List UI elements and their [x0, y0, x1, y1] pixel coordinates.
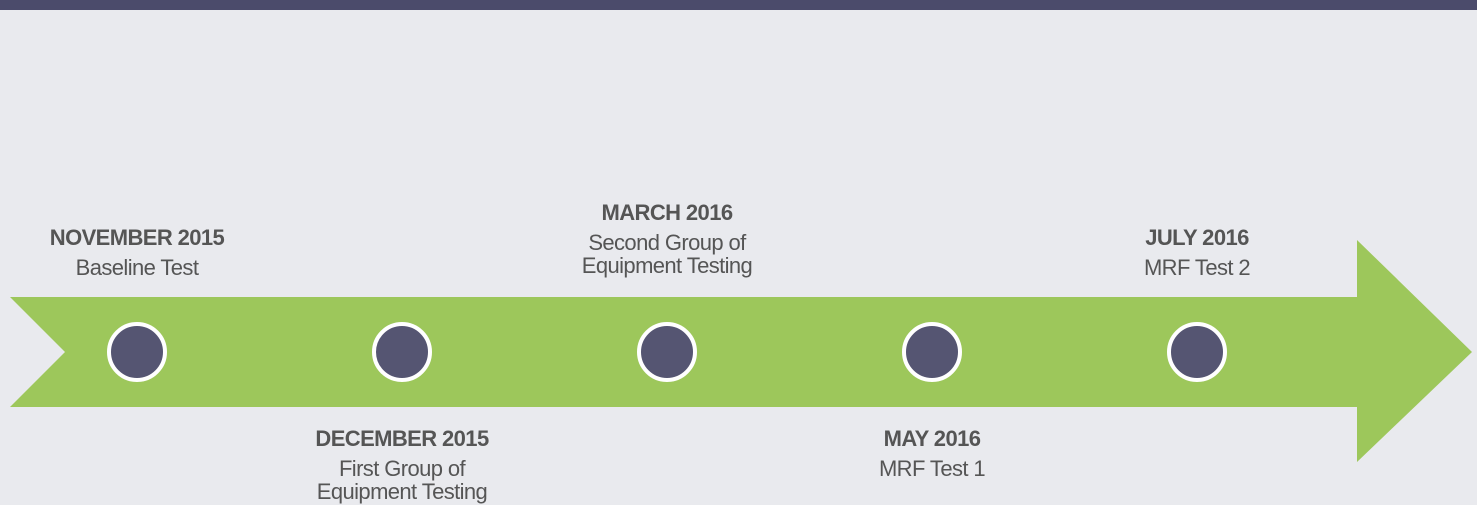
event-date: MARCH 2016 [602, 200, 733, 225]
event-description: MRF Test 1 [879, 456, 985, 481]
event-description: MRF Test 2 [1144, 255, 1250, 280]
event-date: JULY 2016 [1145, 225, 1249, 250]
milestone-dot [372, 322, 432, 382]
event-description: Equipment Testing [582, 253, 752, 278]
timeline-arrow [10, 240, 1472, 462]
milestone-dot [1167, 322, 1227, 382]
milestone-dot [902, 322, 962, 382]
event-description: Equipment Testing [317, 479, 487, 504]
event-description: Baseline Test [76, 255, 199, 280]
top-bar [0, 0, 1477, 10]
milestone-dot [637, 322, 697, 382]
event-description: Second Group of [588, 230, 747, 255]
event-date: NOVEMBER 2015 [50, 225, 225, 250]
event-date: DECEMBER 2015 [315, 426, 489, 451]
milestone-dot [107, 322, 167, 382]
event-date: MAY 2016 [884, 426, 981, 451]
event-description: First Group of [339, 456, 467, 481]
